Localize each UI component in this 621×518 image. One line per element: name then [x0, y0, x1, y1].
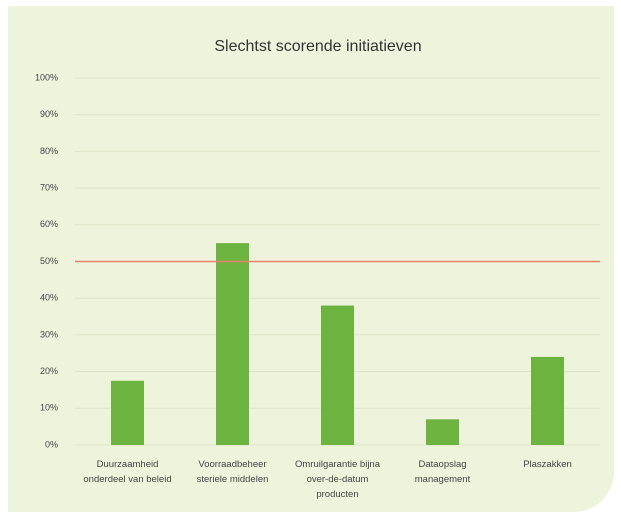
x-tick-label: Voorraadbeheer steriele middelen — [196, 459, 269, 485]
bar — [111, 380, 144, 445]
y-tick-label: 60% — [40, 219, 58, 229]
x-tick-label: Omruilgarantie bijna over-de-datum produ… — [294, 459, 380, 500]
x-tick-label: Dataopslag management — [414, 459, 471, 485]
y-tick-label: 0% — [45, 439, 58, 449]
x-tick-label: Duurzaamheid onderdeel van beleid — [83, 459, 172, 485]
y-tick-label: 70% — [40, 182, 58, 192]
y-tick-label: 20% — [40, 366, 58, 376]
y-tick-label: 10% — [40, 403, 58, 413]
x-tick-label: Plaszakken — [523, 459, 572, 470]
y-tick-label: 90% — [40, 109, 58, 119]
y-tick-label: 50% — [40, 256, 58, 266]
chart-title: Slechtst scorende initiatieven — [214, 38, 421, 55]
y-tick-label: 100% — [35, 72, 58, 82]
bar — [531, 356, 564, 445]
bar — [321, 305, 354, 445]
y-tick-label: 40% — [40, 293, 58, 303]
y-tick-label: 30% — [40, 329, 58, 339]
bar — [216, 243, 249, 445]
y-tick-label: 80% — [40, 146, 58, 156]
bar — [426, 419, 459, 445]
chart-panel — [8, 6, 614, 512]
